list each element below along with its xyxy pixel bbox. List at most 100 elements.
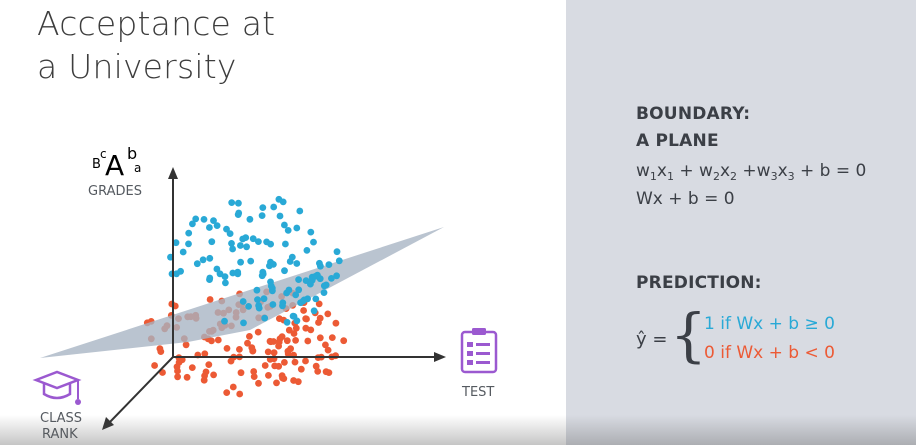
rejected-point xyxy=(322,368,330,376)
accepted-point xyxy=(246,215,254,223)
accepted-point xyxy=(208,238,216,246)
accepted-point xyxy=(270,261,277,268)
rejected-point xyxy=(188,364,196,371)
grade-letter-a: a xyxy=(134,161,141,175)
rejected-point xyxy=(302,324,310,332)
rejected-point xyxy=(237,369,245,377)
accepted-point xyxy=(210,217,217,225)
rejected-point xyxy=(312,362,320,370)
plane-equation-expanded: w1x1 + w2x2 +w3x3 + b = 0 xyxy=(636,161,867,183)
accepted-point xyxy=(316,259,323,267)
accepted-point xyxy=(279,302,286,310)
slide-title: Acceptance at a University xyxy=(37,2,275,88)
graduation-cap-icon xyxy=(32,370,82,405)
rejected-point xyxy=(290,377,297,384)
accepted-point xyxy=(239,298,247,305)
accepted-point xyxy=(255,302,262,309)
rejected-point xyxy=(284,347,292,355)
rejected-point xyxy=(276,315,283,322)
letter-grades-icon: B c A b a xyxy=(92,144,141,182)
rejected-point xyxy=(201,350,209,358)
accepted-point xyxy=(235,199,242,207)
rejected-point xyxy=(281,359,288,366)
prediction-case-reject: 0 if Wx + b < 0 xyxy=(704,343,835,363)
accepted-point xyxy=(283,318,291,326)
rejected-point xyxy=(302,357,309,365)
prediction-yhat: ŷ = xyxy=(636,329,668,350)
grade-letter-A: A xyxy=(105,149,124,182)
rejected-point xyxy=(173,363,181,371)
rejected-point xyxy=(236,390,244,398)
rejected-point xyxy=(244,339,251,347)
grades-axis-label: GRADES xyxy=(88,184,142,199)
axes xyxy=(102,167,446,430)
accepted-point xyxy=(310,238,317,246)
title-line-1: Acceptance at xyxy=(37,4,276,43)
rejected-point xyxy=(254,328,262,336)
test-axis-label: TEST xyxy=(462,385,495,400)
accepted-point xyxy=(242,234,250,242)
accepted-point xyxy=(316,275,324,283)
accepted-point xyxy=(249,235,257,243)
accepted-point xyxy=(200,216,208,223)
accepted-point xyxy=(228,199,236,207)
grade-letter-c: c xyxy=(100,147,107,161)
accepted-point xyxy=(293,260,301,267)
rejected-point xyxy=(183,373,191,381)
grade-letter-b: b xyxy=(127,144,137,163)
test-sheet-icon xyxy=(460,328,498,374)
rejected-point xyxy=(255,379,262,387)
rejected-point xyxy=(250,373,258,380)
prediction-heading: PREDICTION: xyxy=(636,273,762,293)
accepted-point xyxy=(206,224,213,231)
accepted-point xyxy=(259,204,267,212)
rejected-point xyxy=(151,362,159,369)
accepted-point xyxy=(303,247,311,254)
accepted-point xyxy=(243,243,251,251)
rejected-point xyxy=(283,337,291,345)
accepted-point xyxy=(263,238,270,246)
accepted-point xyxy=(282,240,289,248)
accepted-point xyxy=(234,211,242,219)
rejected-point xyxy=(332,352,339,360)
accepted-point xyxy=(333,272,340,280)
rejected-point xyxy=(246,333,253,340)
rejected-point xyxy=(182,341,190,349)
accepted-point xyxy=(185,229,193,237)
accepted-point xyxy=(310,307,318,315)
rejected-point xyxy=(304,337,312,345)
accepted-point xyxy=(221,317,228,325)
accepted-point xyxy=(245,303,253,310)
accepted-point xyxy=(193,260,201,268)
rejected-point xyxy=(291,358,299,366)
accepted-point xyxy=(192,215,200,223)
boundary-heading-line-1: BOUNDARY: xyxy=(636,104,751,124)
accepted-point xyxy=(253,286,261,294)
accepted-point xyxy=(229,269,237,277)
rejected-point xyxy=(302,315,310,323)
accepted-point xyxy=(172,239,180,247)
rejected-point xyxy=(223,345,231,352)
accepted-point xyxy=(221,273,229,280)
accepted-point xyxy=(284,227,292,234)
rejected-point xyxy=(248,344,256,352)
accepted-points xyxy=(167,195,343,327)
class-rank-label-line-1: CLASS xyxy=(40,411,83,426)
prediction-brace: { xyxy=(670,301,707,369)
accepted-point xyxy=(296,207,304,215)
accepted-point xyxy=(269,301,277,308)
accepted-point xyxy=(228,240,235,247)
accepted-point xyxy=(312,295,320,303)
accepted-point xyxy=(237,258,245,266)
rejected-point xyxy=(273,379,280,387)
accepted-point xyxy=(237,242,244,249)
grades-axis-arrow xyxy=(168,167,178,179)
title-line-2: a University xyxy=(37,47,237,86)
rejected-point xyxy=(316,334,324,342)
rejected-point xyxy=(229,383,237,391)
boundary-heading-line-2: A PLANE xyxy=(636,131,719,151)
accepted-point xyxy=(270,203,278,211)
rejected-point xyxy=(292,337,299,344)
accepted-point xyxy=(259,270,267,278)
accepted-point xyxy=(295,276,302,283)
